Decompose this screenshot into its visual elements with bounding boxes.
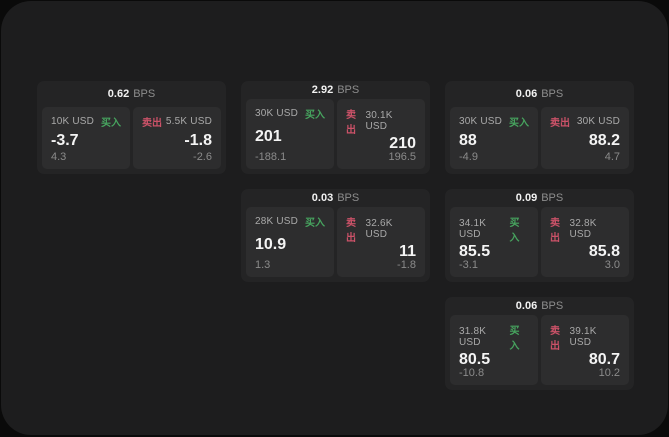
buy-size: 10K USD (51, 116, 95, 127)
buy-price: 88 (459, 131, 477, 149)
buy-side-label: 买入 (305, 110, 325, 121)
bps-unit-label: BPS (541, 300, 564, 312)
card-2-header: 2.92 BPS (241, 81, 430, 99)
sell-price: 85.8 (588, 243, 620, 260)
sell-size: 32.6K USD (365, 218, 393, 240)
sell-delta: 10.2 (598, 367, 620, 379)
buy-price: 80.5 (459, 351, 491, 368)
sell-price: 80.7 (588, 351, 620, 368)
sell-price: 210 (389, 135, 416, 152)
buy-delta: 1.3 (255, 259, 271, 271)
buy-price: -3.7 (51, 131, 79, 149)
buy-panel[interactable]: 10K USD 买入 -3.7 4.3 (42, 107, 130, 169)
sell-delta: 3.0 (604, 259, 620, 271)
buy-panel[interactable]: 31.8K USD 买入 80.5 -10.8 (450, 315, 538, 385)
bps-value: 0.62 (107, 88, 130, 100)
buy-size: 30K USD (459, 116, 503, 127)
sell-delta: -1.8 (397, 259, 416, 271)
sell-panel[interactable]: 卖出 5.5K USD -1.8 -2.6 (133, 107, 221, 169)
quote-card-2: 2.92 BPS 30K USD 买入 201 -188.1 卖出 30.1K … (241, 81, 430, 174)
sell-size: 39.1K USD (569, 326, 597, 348)
buy-side-label: 买入 (509, 326, 520, 352)
bps-value: 2.92 (311, 84, 334, 96)
buy-size: 28K USD (255, 216, 299, 227)
quote-card-4: 0.03 BPS 28K USD 买入 10.9 1.3 卖出 32.6K US… (241, 189, 430, 282)
buy-size: 31.8K USD (459, 326, 487, 348)
sell-panel[interactable]: 卖出 39.1K USD 80.7 10.2 (541, 315, 629, 385)
buy-price: 85.5 (459, 243, 491, 260)
buy-side-label: 买入 (305, 218, 325, 229)
sell-size: 30.1K USD (365, 110, 393, 132)
buy-panel[interactable]: 28K USD 买入 10.9 1.3 (246, 207, 334, 277)
bps-unit-label: BPS (337, 84, 360, 96)
bps-value: 0.06 (515, 300, 538, 312)
quote-card-grid: 0.62 BPS 10K USD 买入 -3.7 4.3 卖出 5.5K USD (37, 81, 634, 390)
bps-unit-label: BPS (337, 192, 360, 204)
sell-side-label: 卖出 (550, 118, 570, 129)
card-5-header: 0.09 BPS (445, 189, 634, 207)
buy-side-label: 买入 (101, 118, 121, 129)
sell-price: -1.8 (184, 131, 212, 149)
sell-size: 30K USD (576, 116, 620, 127)
sell-price: 11 (399, 243, 416, 260)
quote-card-3: 0.06 BPS 30K USD 买入 88 -4.9 卖出 30K USD (445, 81, 634, 174)
sell-panel[interactable]: 卖出 32.8K USD 85.8 3.0 (541, 207, 629, 277)
buy-panel[interactable]: 30K USD 买入 88 -4.9 (450, 107, 538, 169)
sell-side-label: 卖出 (550, 218, 560, 244)
sell-side-label: 卖出 (346, 110, 356, 136)
bps-unit-label: BPS (133, 88, 156, 100)
sell-delta: -2.6 (193, 151, 212, 163)
sell-delta: 196.5 (388, 151, 416, 163)
quote-card-1: 0.62 BPS 10K USD 买入 -3.7 4.3 卖出 5.5K USD (37, 81, 226, 174)
card-4-header: 0.03 BPS (241, 189, 430, 207)
quote-card-6: 0.06 BPS 31.8K USD 买入 80.5 -10.8 卖出 39.1… (445, 297, 634, 390)
buy-price: 201 (255, 127, 282, 145)
buy-delta: -3.1 (459, 259, 478, 271)
bps-value: 0.06 (515, 88, 538, 100)
buy-delta: -188.1 (255, 151, 287, 163)
buy-size: 34.1K USD (459, 218, 487, 240)
buy-panel[interactable]: 30K USD 买入 201 -188.1 (246, 99, 334, 169)
card-6-header: 0.06 BPS (445, 297, 634, 315)
buy-size: 30K USD (255, 108, 299, 119)
sell-delta: 4.7 (604, 151, 620, 163)
sell-side-label: 卖出 (550, 326, 560, 352)
bps-value: 0.09 (515, 192, 538, 204)
card-1-header: 0.62 BPS (37, 81, 226, 107)
buy-delta: 4.3 (51, 151, 67, 163)
quote-card-5: 0.09 BPS 34.1K USD 买入 85.5 -3.1 卖出 32.8K… (445, 189, 634, 282)
buy-delta: -10.8 (459, 367, 485, 379)
buy-delta: -4.9 (459, 151, 478, 163)
bps-unit-label: BPS (541, 192, 564, 204)
sell-side-label: 卖出 (346, 218, 356, 244)
sell-size: 32.8K USD (569, 218, 597, 240)
sell-panel[interactable]: 卖出 32.6K USD 11 -1.8 (337, 207, 425, 277)
sell-panel[interactable]: 卖出 30.1K USD 210 196.5 (337, 99, 425, 169)
bps-unit-label: BPS (541, 88, 564, 100)
sell-panel[interactable]: 卖出 30K USD 88.2 4.7 (541, 107, 629, 169)
bps-value: 0.03 (311, 192, 334, 204)
sell-side-label: 卖出 (142, 118, 162, 129)
buy-side-label: 买入 (509, 218, 520, 244)
card-3-header: 0.06 BPS (445, 81, 634, 107)
buy-side-label: 买入 (509, 118, 529, 129)
sell-price: 88.2 (588, 131, 620, 149)
buy-price: 10.9 (255, 235, 287, 253)
sell-size: 5.5K USD (165, 116, 212, 127)
buy-panel[interactable]: 34.1K USD 买入 85.5 -3.1 (450, 207, 538, 277)
